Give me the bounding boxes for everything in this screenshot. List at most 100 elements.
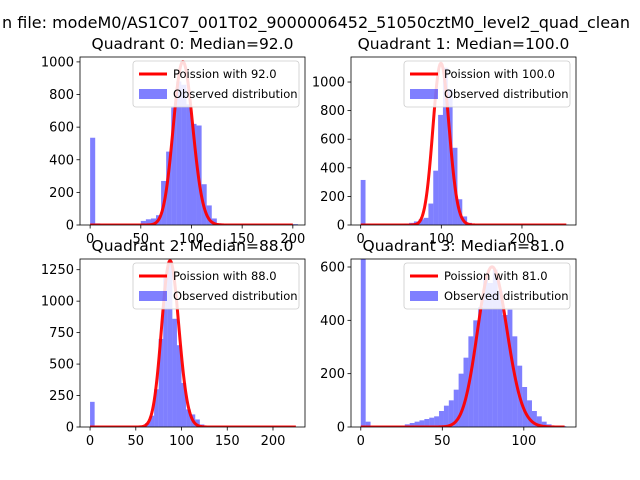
x-tick-label: 100	[511, 434, 536, 449]
panel-title: Quadrant 2: Median=88.0	[92, 237, 294, 255]
x-tick-label: 200	[280, 232, 305, 247]
x-tick-label: 150	[215, 434, 240, 449]
x-tick-label: 200	[261, 434, 286, 449]
histogram-bar	[424, 419, 430, 427]
histogram-bar	[453, 389, 459, 427]
legend-label-poisson: Poission with 92.0	[173, 67, 277, 81]
y-tick-label: 1000	[41, 295, 74, 310]
histogram-bar	[439, 411, 444, 427]
plot-area	[360, 259, 567, 427]
x-tick-label: 200	[510, 232, 535, 247]
histogram-bar	[473, 320, 479, 427]
legend-box	[403, 262, 571, 310]
y-tick-label: 800	[320, 104, 345, 119]
histogram-bar	[492, 269, 498, 427]
x-tick-label: 0	[86, 232, 94, 247]
histogram-bar	[90, 137, 96, 225]
histogram-bar	[176, 345, 182, 427]
histogram-bar	[181, 84, 187, 225]
x-tick-label: 0	[357, 232, 365, 247]
histogram-bar	[423, 217, 429, 225]
legend-label-observed: Observed distribution	[173, 87, 298, 101]
histogram-bar	[145, 219, 151, 225]
histogram-bar	[458, 373, 464, 427]
x-tick-label: 50	[133, 232, 150, 247]
y-tick-label: 600	[320, 261, 345, 276]
y-tick-label: 400	[320, 161, 345, 176]
y-tick-label: 200	[320, 190, 345, 205]
histogram-bar	[414, 421, 420, 427]
histogram-bar	[438, 114, 443, 225]
legend-swatch-observed	[410, 89, 438, 99]
histogram-bar	[409, 423, 415, 427]
histogram-bar	[360, 179, 366, 225]
histogram-bar	[172, 318, 177, 427]
histogram-bar	[166, 151, 172, 225]
histogram-bar	[541, 421, 547, 427]
legend-box	[403, 60, 571, 108]
legend-swatch-observed	[139, 89, 167, 99]
x-tick-label: 100	[179, 232, 204, 247]
x-tick-label: 50	[128, 434, 145, 449]
histogram-bar	[433, 170, 439, 225]
legend-box	[132, 262, 300, 310]
y-tick-label: 200	[320, 367, 345, 382]
legend: Poission with 92.0 Observed distribution	[132, 60, 300, 108]
y-tick-label: 250	[49, 389, 74, 404]
panel-title: Quadrant 1: Median=100.0	[358, 35, 570, 53]
histogram-bar	[149, 415, 155, 427]
x-tick-label: 150	[230, 232, 255, 247]
histogram-bar	[186, 409, 191, 427]
histogram-bar	[443, 405, 449, 427]
histogram-bar	[478, 307, 484, 427]
x-tick-label: 100	[429, 232, 454, 247]
histogram-bar	[181, 382, 187, 427]
histogram-bar	[140, 220, 146, 225]
histogram-bar	[365, 421, 371, 427]
histogram-bar	[487, 283, 493, 427]
panel-quadrant-0: 0 50 100 150 200 0 200 400 600 800 1000 Quadrant 0:…	[41, 35, 306, 247]
panel-title: Quadrant 3: Median=81.0	[363, 237, 565, 255]
panel-title: Quadrant 0: Median=92.0	[92, 35, 294, 53]
legend-label-poisson: Poission with 88.0	[173, 269, 277, 283]
legend-swatch-observed	[410, 291, 438, 301]
histogram-bar	[428, 203, 434, 225]
y-tick-label: 600	[49, 121, 74, 136]
histogram-bar	[360, 259, 366, 427]
axes-frame	[350, 56, 577, 226]
histogram-bar	[419, 420, 425, 427]
plot-area	[89, 259, 297, 427]
x-tick-label: 50	[434, 434, 451, 449]
panel-quadrant-3: 0 50 100 0 200 400 600 Quadrant 3: Median=81.0 P…	[320, 237, 577, 449]
panel-quadrant-1: 0 100 200 0 200 400 600 800 1000 Quadrant 1: Medi…	[312, 35, 577, 247]
y-tick-label: 1000	[312, 76, 345, 91]
panel-quadrant-2: 0 50 100 150 200 0 250 500 750 1000 1250 Quadrant 2…	[41, 237, 306, 449]
histogram-bar	[447, 89, 453, 225]
axes-frame	[79, 56, 306, 226]
legend: Poission with 100.0 Observed distribution	[403, 60, 571, 108]
poisson-curve	[89, 60, 294, 225]
legend: Poission with 88.0 Observed distribution	[132, 262, 300, 310]
histogram-bar	[90, 401, 95, 427]
legend-label-observed: Observed distribution	[444, 87, 569, 101]
histogram-bar	[434, 416, 440, 427]
histogram-bar	[448, 400, 454, 427]
y-tick-label: 1250	[41, 263, 74, 278]
y-tick-label: 0	[66, 421, 74, 436]
y-tick-label: 200	[49, 186, 74, 201]
poisson-curve	[89, 259, 297, 427]
histogram-bar	[154, 389, 159, 427]
y-tick-label: 0	[337, 219, 345, 234]
poisson-curve	[359, 61, 568, 225]
histogram-bar	[191, 123, 197, 225]
histogram-bar	[163, 275, 168, 427]
histogram-bar	[186, 104, 192, 225]
histogram-bar	[531, 411, 537, 427]
histogram-bar	[195, 419, 200, 427]
histogram-bar	[483, 277, 488, 427]
x-tick-label: 0	[86, 434, 94, 449]
legend-label-observed: Observed distribution	[173, 289, 298, 303]
poisson-curve	[360, 265, 566, 427]
plot-area	[89, 60, 298, 225]
